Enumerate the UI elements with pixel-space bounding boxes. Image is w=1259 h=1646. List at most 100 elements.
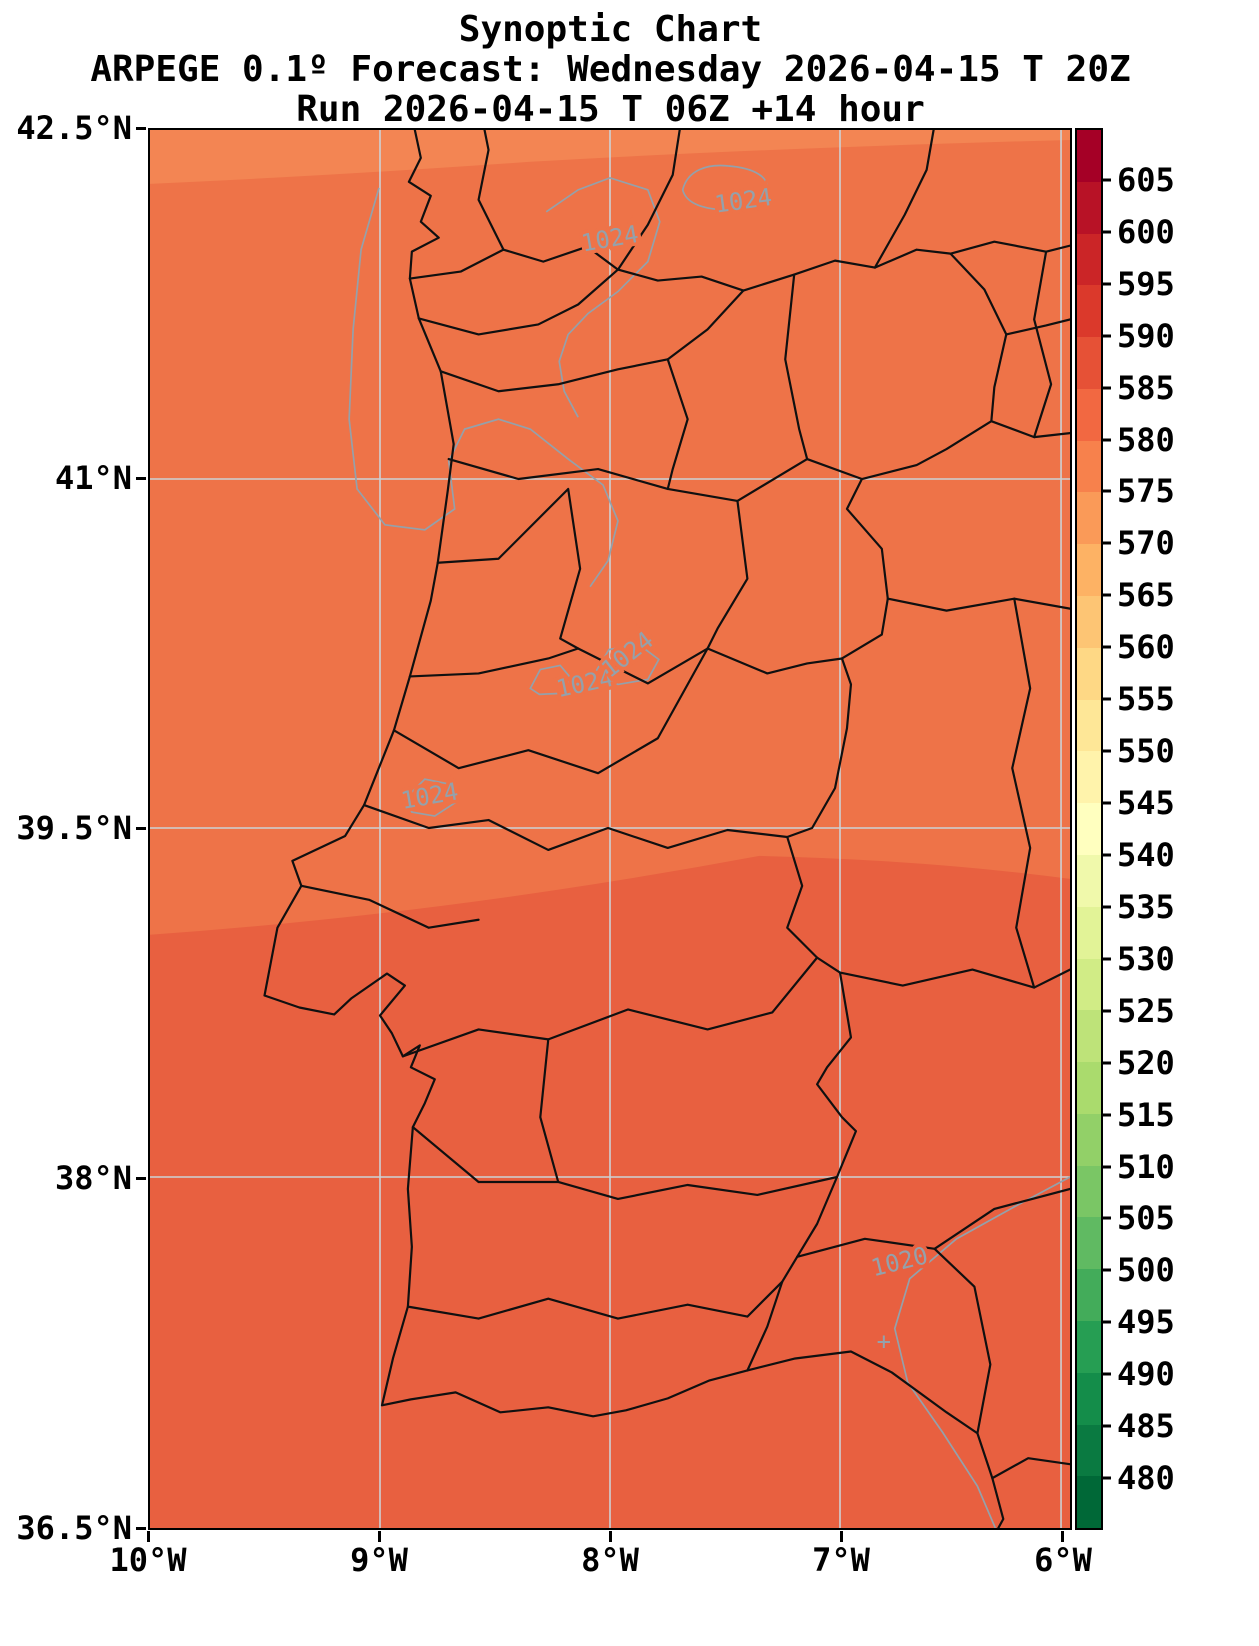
isobar-plus-marker: +: [877, 1328, 891, 1356]
boundaries-layer: [263, 130, 1070, 1528]
colorbar-tick-label: 495: [1117, 1303, 1175, 1342]
district-boundary: [300, 884, 480, 929]
district-boundary: [447, 457, 863, 503]
coastline-path: [263, 130, 1005, 1528]
colorbar-tick-mark: [1103, 1061, 1111, 1065]
colorbar-tick-label: 555: [1117, 680, 1175, 719]
colorbar-tick-label: 545: [1117, 784, 1175, 823]
colorbar-tick-label: 500: [1117, 1251, 1175, 1290]
lat-tick-label: 41°N: [54, 459, 132, 497]
district-boundaries: [300, 268, 863, 1320]
isobar-1024-contour: [545, 176, 661, 418]
province-boundary: [838, 968, 1070, 989]
colorbar-tick-mark: [1103, 178, 1111, 182]
colorbar-tick-label: 550: [1117, 732, 1175, 771]
colorbar-tick-mark: [1103, 853, 1111, 857]
colorbar-segment: [1077, 803, 1101, 855]
colorbar-segment: [1077, 1165, 1101, 1218]
lat-tick-label: 42.5°N: [16, 109, 132, 147]
portugal-spain-border: [408, 245, 1008, 1372]
colorbar-segment: [1077, 1113, 1101, 1166]
colorbar-segment: [1077, 958, 1101, 1011]
colorbar-tick-mark: [1103, 1424, 1111, 1428]
colorbar-tick-label: 540: [1117, 835, 1175, 874]
colorbar-tick-mark: [1103, 489, 1111, 493]
colorbar-tick-mark: [1103, 1476, 1111, 1480]
lat-tick-label: 39.5°N: [16, 809, 132, 847]
colorbar-segment: [1077, 906, 1101, 959]
province-boundary: [616, 130, 681, 271]
colorbar-tick-label: 525: [1117, 991, 1175, 1030]
lat-tick-mark: [136, 827, 146, 830]
district-boundary: [362, 803, 789, 852]
colorbar-tick-label: 530: [1117, 939, 1175, 978]
district-boundary: [417, 268, 620, 336]
colorbar-tick-label: 570: [1117, 524, 1175, 563]
colorbar-segment: [1077, 647, 1101, 700]
colorbar-tick-label: 590: [1117, 316, 1175, 355]
chart-title: Synoptic Chart: [458, 9, 763, 50]
district-boundary: [411, 1126, 839, 1201]
lat-tick-mark: [136, 127, 146, 130]
colorbar-tick-mark: [1103, 905, 1111, 909]
colorbar-tick-label: 580: [1117, 420, 1175, 459]
colorbar-tick-mark: [1103, 1216, 1111, 1220]
lon-tick-mark: [147, 1531, 150, 1542]
lon-tick-mark: [840, 1531, 843, 1542]
isobar-1024-contour: [681, 164, 769, 211]
map-svg: 1024 1024 1024 1024 1024 1020 +: [150, 130, 1070, 1528]
colorbar-segment: [1077, 181, 1101, 234]
colorbar-tick-label: 505: [1117, 1199, 1175, 1238]
colorbar-tick-mark: [1103, 334, 1111, 338]
colorbar-tick-label: 520: [1117, 1043, 1175, 1082]
lat-tick-mark: [136, 1527, 146, 1530]
lat-tick-label: 38°N: [54, 1159, 132, 1197]
colorbar-tick-label: 575: [1117, 472, 1175, 511]
colorbar-segment: [1077, 285, 1101, 338]
colorbar-tick-label: 605: [1117, 160, 1175, 199]
gridlines-layer: [150, 130, 1070, 1528]
province-boundary: [886, 597, 1070, 612]
isobar-1024-contour: [592, 643, 660, 686]
colorbar-segment: [1077, 492, 1101, 545]
colorbar-segment: [1077, 1269, 1101, 1321]
isobar-1024-contour: [403, 778, 459, 817]
colorbar-segment: [1077, 1372, 1101, 1425]
district-boundary: [539, 1038, 560, 1184]
colorbar-segment: [1077, 233, 1101, 286]
lon-tick-label: 8°W: [581, 1541, 639, 1579]
province-boundary: [477, 130, 505, 251]
province-boundary: [1033, 250, 1053, 439]
colorbar-segment: [1077, 440, 1101, 493]
district-boundary: [706, 499, 749, 650]
colorbar-segment: [1077, 130, 1101, 182]
colorbar-tick-label: 515: [1117, 1095, 1175, 1134]
district-boundary: [406, 1280, 784, 1320]
lat-tick-mark: [136, 1177, 146, 1180]
colorbar-segment: [1077, 1217, 1101, 1270]
colorbar-tick-label: 480: [1117, 1459, 1175, 1498]
colorbar-segment: [1077, 337, 1101, 389]
colorbar-tick-mark: [1103, 230, 1111, 234]
colorbar-segment: [1077, 1320, 1101, 1373]
district-boundary: [436, 487, 582, 650]
colorbar-tick-mark: [1103, 645, 1111, 649]
district-boundary: [784, 273, 809, 461]
district-boundary: [401, 956, 819, 1058]
colorbar-ticks: 605 600 595 590 585 580 575 570 565 560 555 550 545 5…: [1103, 128, 1223, 1530]
province-boundaries: [477, 130, 1070, 1480]
isobar-1020-contour: [893, 1176, 1070, 1528]
colorbar-tick-mark: [1103, 1268, 1111, 1272]
colorbar-segment: [1077, 751, 1101, 804]
colorbar-tick-label: 585: [1117, 368, 1175, 407]
isobar-1024-contour: [348, 187, 619, 588]
colorbar-tick-mark: [1103, 957, 1111, 961]
colorbar-segment: [1077, 1476, 1101, 1529]
isobar-contours-layer: [348, 164, 1070, 1528]
lon-tick-mark: [378, 1531, 381, 1542]
colorbar-tick-mark: [1103, 386, 1111, 390]
colorbar-tick-label: 535: [1117, 887, 1175, 926]
province-boundary: [1005, 318, 1070, 336]
lon-tick-label: 7°W: [812, 1541, 870, 1579]
